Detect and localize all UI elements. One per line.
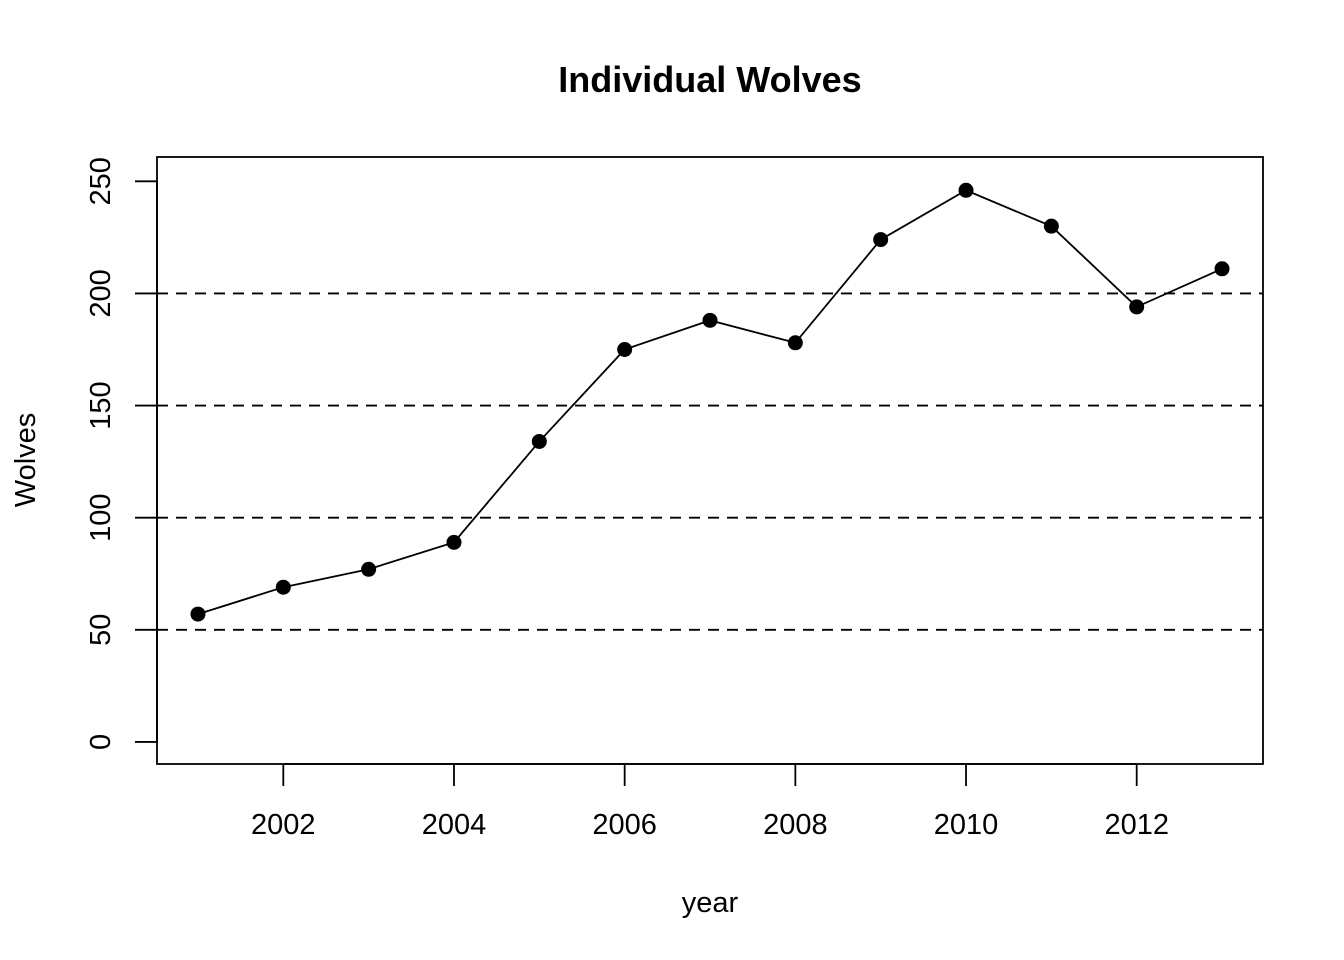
x-axis: 2002 2004 2006 2008 2010 2012	[251, 763, 1169, 841]
reference-lines	[157, 292, 1263, 631]
y-axis: 0 50 100 150 200 250	[85, 157, 158, 750]
chart-title: Individual Wolves	[558, 59, 861, 100]
x-tick-label: 2012	[1104, 809, 1169, 841]
x-axis-label: year	[682, 887, 739, 919]
data-point	[787, 335, 803, 351]
y-tick-label: 100	[85, 493, 117, 541]
x-tick-label: 2010	[934, 809, 999, 841]
y-tick-label: 150	[85, 381, 117, 429]
series-line	[197, 189, 1223, 615]
y-tick-label: 250	[85, 157, 117, 205]
y-axis-label: Wolves	[10, 413, 42, 508]
data-point	[617, 341, 633, 357]
data-point	[446, 534, 462, 550]
data-point	[1043, 218, 1059, 234]
data-point	[190, 606, 206, 622]
x-tick-label: 2002	[251, 809, 316, 841]
data-point	[1214, 261, 1230, 277]
data-point	[1129, 299, 1145, 315]
series-group	[190, 182, 1230, 622]
x-tick-label: 2008	[763, 809, 828, 841]
data-point	[958, 182, 974, 198]
data-point	[275, 579, 291, 595]
data-point	[702, 312, 718, 328]
data-point	[873, 232, 889, 248]
x-tick-label: 2004	[422, 809, 487, 841]
data-point	[361, 561, 377, 577]
x-tick-label: 2006	[592, 809, 657, 841]
plot-frame	[156, 156, 1264, 765]
y-tick-label: 200	[85, 269, 117, 317]
y-tick-label: 0	[85, 734, 117, 750]
y-tick-label: 50	[85, 614, 117, 646]
data-point	[531, 433, 547, 449]
